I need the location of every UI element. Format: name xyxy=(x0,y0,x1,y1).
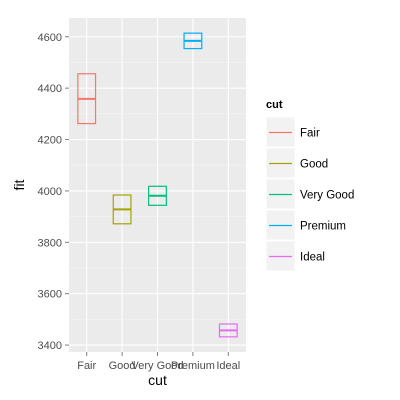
x-tick-label: Ideal xyxy=(216,360,240,372)
y-tick-label: 3600 xyxy=(38,289,62,301)
x-tick-label: Premium xyxy=(171,360,215,372)
legend-title: cut xyxy=(266,99,283,111)
y-tick-label: 4600 xyxy=(38,32,62,44)
major-grid xyxy=(69,18,246,352)
y-axis-title: fit xyxy=(11,179,27,190)
x-tick-label: Good xyxy=(109,360,136,372)
legend-label: Ideal xyxy=(300,252,325,264)
legend-label: Good xyxy=(300,159,328,171)
legend-label: Fair xyxy=(300,128,320,140)
crossbars xyxy=(77,32,238,338)
y-axis: 3400 3600 3800 4000 4200 4400 4600 xyxy=(38,32,69,352)
x-axis-title: cut xyxy=(148,372,167,388)
x-tick-label: Fair xyxy=(77,360,96,372)
y-tick-label: 3800 xyxy=(38,237,62,249)
legend-label: Premium xyxy=(300,221,346,233)
y-tick-label: 4200 xyxy=(38,135,62,147)
legend: cut Fair Good Very Good Premium Ideal xyxy=(265,99,354,272)
y-tick-label: 4000 xyxy=(38,186,62,198)
y-tick-label: 3400 xyxy=(38,340,62,352)
legend-label: Very Good xyxy=(300,190,354,202)
y-tick-label: 4400 xyxy=(38,83,62,95)
x-tick-label: Very Good xyxy=(132,360,184,372)
